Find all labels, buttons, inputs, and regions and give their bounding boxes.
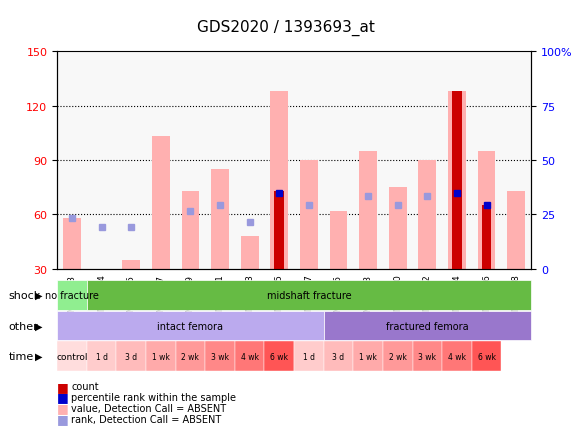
Bar	[271, 92, 288, 269]
Text: ■: ■	[57, 391, 69, 404]
Text: rank, Detection Call = ABSENT: rank, Detection Call = ABSENT	[71, 414, 222, 424]
Text: ■: ■	[57, 412, 69, 425]
Text: 2 wk: 2 wk	[182, 352, 199, 361]
Text: 1 d: 1 d	[95, 352, 107, 361]
Text: ▶: ▶	[35, 321, 43, 331]
Text: ■: ■	[57, 401, 69, 414]
Text: 4 wk: 4 wk	[240, 352, 259, 361]
Text: intact femora: intact femora	[158, 321, 223, 331]
Text: fractured femora: fractured femora	[386, 321, 469, 331]
Text: 3 d: 3 d	[332, 352, 344, 361]
Bar	[275, 191, 284, 269]
Text: 1 wk: 1 wk	[359, 352, 377, 361]
Bar	[182, 191, 199, 269]
Text: GDS2020 / 1393693_at: GDS2020 / 1393693_at	[196, 20, 375, 36]
Bar	[359, 151, 377, 269]
Text: ▶: ▶	[35, 291, 43, 300]
Text: midshaft fracture: midshaft fracture	[267, 291, 351, 300]
Bar	[211, 170, 229, 269]
Text: count: count	[71, 381, 99, 391]
Text: no fracture: no fracture	[45, 291, 99, 300]
Text: 3 d: 3 d	[125, 352, 137, 361]
Text: time: time	[9, 352, 34, 361]
Bar	[152, 137, 170, 269]
Text: 2 wk: 2 wk	[389, 352, 407, 361]
Text: 4 wk: 4 wk	[448, 352, 466, 361]
Text: value, Detection Call = ABSENT: value, Detection Call = ABSENT	[71, 403, 227, 413]
Text: control: control	[56, 352, 88, 361]
Bar	[329, 211, 347, 269]
Text: 1 wk: 1 wk	[152, 352, 170, 361]
Text: 6 wk: 6 wk	[270, 352, 288, 361]
Bar	[478, 151, 496, 269]
Bar	[507, 191, 525, 269]
Bar	[419, 161, 436, 269]
Text: 3 wk: 3 wk	[419, 352, 436, 361]
Bar	[448, 92, 466, 269]
Text: other: other	[9, 321, 38, 331]
Text: 1 d: 1 d	[303, 352, 315, 361]
Text: ■: ■	[57, 380, 69, 393]
Bar	[122, 260, 140, 269]
Bar	[452, 92, 462, 269]
Bar	[482, 206, 492, 269]
Bar	[241, 237, 259, 269]
Text: shock: shock	[9, 291, 41, 300]
Bar	[63, 218, 81, 269]
Text: 6 wk: 6 wk	[477, 352, 496, 361]
Text: ▶: ▶	[35, 352, 43, 361]
Bar	[389, 187, 407, 269]
Text: percentile rank within the sample: percentile rank within the sample	[71, 392, 236, 402]
Bar	[300, 161, 317, 269]
Text: 3 wk: 3 wk	[211, 352, 229, 361]
